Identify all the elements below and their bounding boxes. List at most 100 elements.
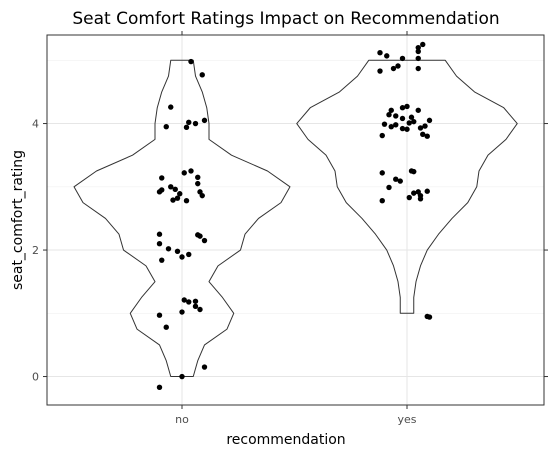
data-point [156, 241, 163, 247]
data-point [195, 180, 201, 187]
data-point [163, 324, 169, 330]
y-tick-label: 4 [32, 118, 39, 131]
data-point [379, 132, 385, 139]
data-point [395, 63, 401, 69]
data-point [179, 309, 185, 315]
data-point [377, 68, 383, 74]
data-point [420, 131, 426, 137]
data-point [159, 175, 165, 181]
data-point [192, 120, 199, 127]
data-point [411, 168, 417, 175]
data-point [399, 125, 406, 132]
data-point [406, 194, 412, 201]
plot-background [47, 35, 544, 405]
data-point [192, 298, 199, 304]
violin-no [73, 59, 291, 378]
y-tick-label: 2 [32, 244, 39, 257]
data-point [183, 124, 190, 131]
data-point [201, 364, 208, 370]
x-axis-label: recommendation [226, 432, 345, 448]
data-point [177, 191, 183, 197]
data-point [179, 373, 185, 380]
data-point [404, 103, 410, 110]
data-point [174, 248, 181, 255]
violin-yes [296, 59, 518, 314]
data-point [379, 170, 385, 176]
data-point [186, 251, 192, 258]
x-tick-label: yes [397, 413, 416, 426]
data-point [197, 306, 203, 313]
data-point [417, 196, 424, 202]
data-point [156, 231, 163, 237]
data-point [168, 104, 174, 110]
panel-border [46, 34, 545, 406]
data-point [186, 299, 192, 305]
data-point [156, 189, 163, 195]
data-point [199, 192, 205, 199]
data-point [399, 115, 406, 122]
data-point [424, 188, 430, 194]
data-point [159, 257, 165, 263]
data-point [381, 121, 388, 127]
data-point [188, 58, 194, 65]
x-tick-label: no [175, 413, 189, 426]
gridlines [47, 35, 544, 405]
data-point [197, 233, 203, 239]
data-point [377, 50, 383, 56]
data-point [388, 107, 394, 113]
axes: 0 2 4 no yes [32, 31, 548, 426]
data-point [179, 254, 185, 260]
data-point [422, 123, 428, 129]
data-point [415, 107, 421, 113]
data-point [408, 114, 415, 120]
data-point [411, 118, 417, 125]
data-point [188, 168, 194, 174]
data-point [165, 246, 172, 252]
y-tick-label: 0 [32, 371, 39, 384]
data-point [172, 186, 178, 193]
data-point [168, 184, 174, 190]
data-point [156, 312, 163, 318]
data-point [415, 44, 421, 51]
data-point [183, 198, 190, 204]
data-point [386, 184, 392, 191]
data-point [397, 178, 403, 184]
data-point [384, 53, 390, 59]
data-point [379, 198, 385, 204]
data-point [411, 190, 417, 196]
data-point [420, 41, 426, 48]
data-point [406, 120, 412, 126]
data-point [174, 195, 181, 201]
data-point [181, 297, 187, 303]
data-point [163, 124, 169, 130]
data-point [415, 55, 421, 62]
data-point [393, 176, 399, 182]
y-axis-label: seat_comfort_rating [10, 150, 26, 290]
data-point [388, 124, 394, 130]
violins [73, 59, 518, 378]
data-point [393, 122, 399, 128]
data-point [201, 237, 208, 244]
data-point [195, 174, 201, 181]
data-point [426, 314, 433, 320]
data-point [399, 55, 406, 62]
data-point [186, 119, 192, 125]
data-point [170, 197, 176, 203]
data-point [386, 111, 392, 118]
data-point [404, 126, 410, 132]
data-point [415, 65, 421, 72]
data-point [426, 117, 433, 124]
data-point [181, 170, 187, 176]
data-point [415, 48, 421, 55]
data-point [390, 65, 397, 72]
jitter-points [156, 41, 433, 390]
chart-title: Seat Comfort Ratings Impact on Recommend… [72, 9, 499, 29]
data-point [393, 113, 399, 119]
data-point [199, 72, 205, 78]
data-point [417, 125, 424, 131]
data-point [192, 303, 199, 310]
data-point [424, 133, 430, 139]
data-point [399, 105, 406, 111]
